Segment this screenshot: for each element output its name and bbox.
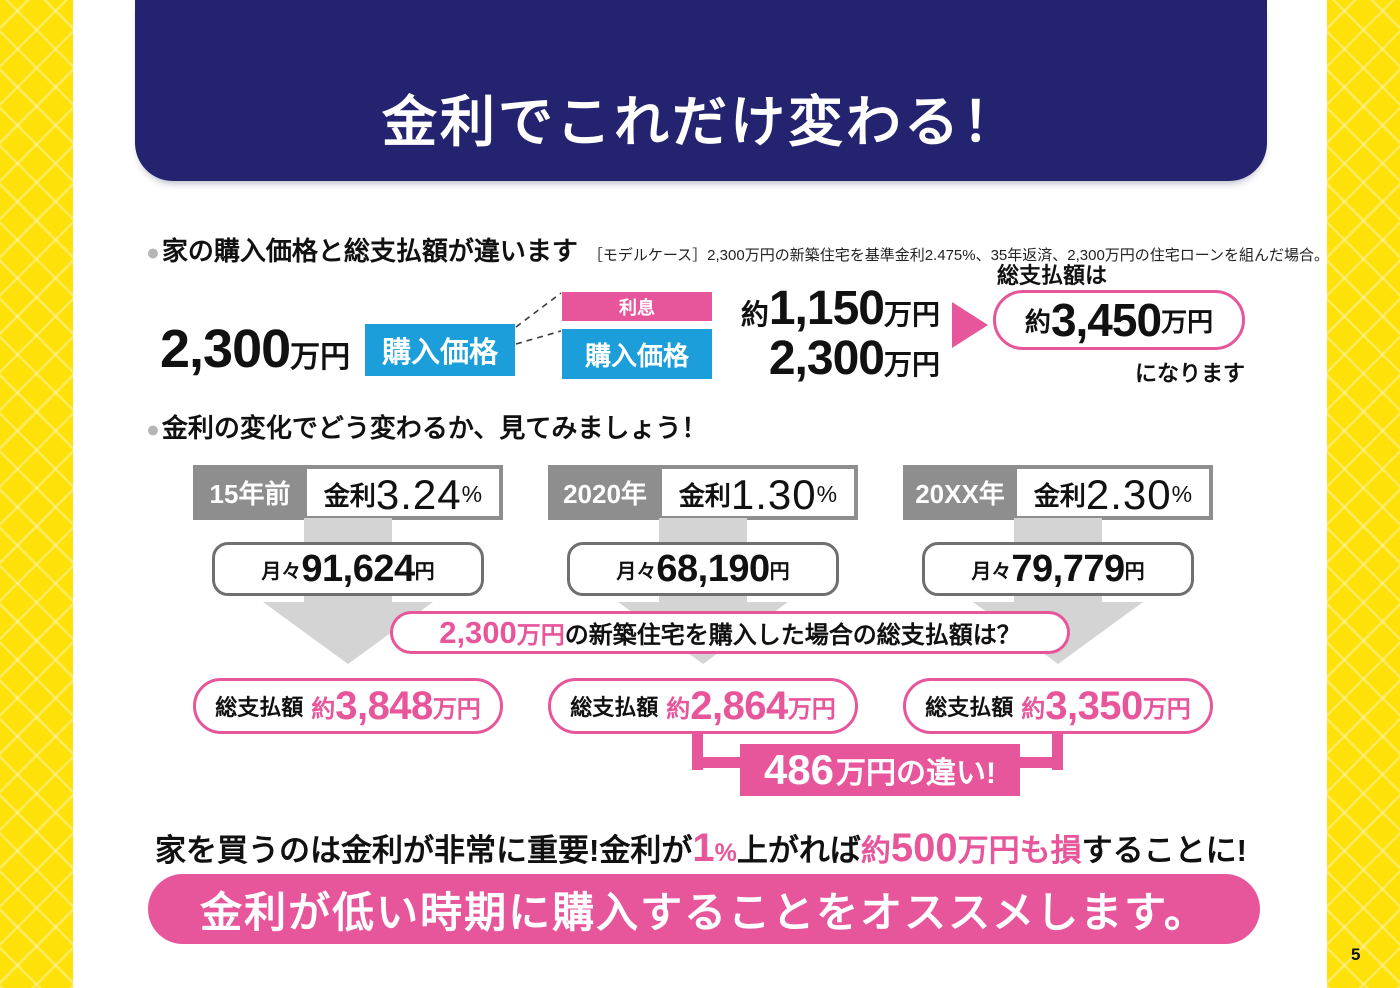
rate-column-15y: 15年前 金利 3.24% 月々 91,624 円 総支払額約 3,848 万円 [193, 465, 503, 735]
purchase-price-box: 購入価格 [365, 324, 515, 376]
page-title: 金利でこれだけ変わる！ [381, 90, 1020, 153]
bracket-line [692, 730, 703, 770]
bracket-line [1052, 730, 1063, 770]
rate-value-box: 金利 3.24% [307, 469, 499, 518]
footer-message: 家を買うのは金利が非常に重要!金利が1%上がれば約500万円も損することに! [155, 826, 1247, 870]
rate-column-20xx: 20XX年 金利 2.30% 月々 79,779 円 総支払額約 3,350 万円 [903, 465, 1213, 735]
total-payment-pill: 約 3,450 万円 [993, 290, 1245, 350]
rate-column-2020: 2020年 金利 1.30% 月々 68,190 円 総支払額約 2,864 万円 [548, 465, 858, 735]
total-payment-caption: 総支払額は [997, 263, 1108, 288]
bullet-icon: ● [146, 239, 160, 265]
section1-heading-row: ● 家の購入価格と総支払額が違います ［モデルケース］2,300万円の新築住宅を… [146, 231, 1329, 268]
arrow-right-icon [952, 302, 988, 348]
left-border-pattern [0, 0, 73, 988]
section1-model-case-note: ［モデルケース］2,300万円の新築住宅を基準金利2.475%、35年返済、2,… [587, 247, 1330, 264]
monthly-payment-pill: 月々 68,190 円 [567, 542, 839, 596]
bracket-line [692, 757, 747, 768]
era-label: 20XX年 [915, 479, 1005, 509]
monthly-payment-pill: 月々 91,624 円 [212, 542, 484, 596]
rate-value-box: 金利 2.30% [1017, 469, 1209, 518]
monthly-payment-pill: 月々 79,779 円 [922, 542, 1194, 596]
rate-value-box: 金利 1.30% [662, 469, 854, 518]
purchase-price-amount: 2,300万円 [160, 319, 351, 379]
section2-heading: 金利の変化でどう変わるか、見てみましょう！ [161, 413, 708, 443]
era-label: 15年前 [209, 479, 291, 509]
recommendation-text: 金利が低い時期に購入することをオススメします。 [200, 888, 1208, 936]
rate-header-bar: 2020年 金利 1.30% [548, 465, 858, 520]
rate-header-bar: 20XX年 金利 2.30% [903, 465, 1213, 520]
right-border-pattern [1327, 0, 1400, 988]
interest-amount: 約1,150万円 [740, 282, 940, 335]
purchase-price-box-2: 購入価格 [562, 329, 712, 379]
bracket-line [1012, 757, 1063, 768]
principal-amount: 2,300万円 [768, 332, 940, 385]
interest-box: 利息 [562, 292, 712, 321]
difference-badge: 486 万円の違い! [740, 744, 1020, 796]
section2-heading-row: ● 金利の変化でどう変わるか、見てみましょう！ [146, 408, 707, 445]
page-number: 5 [1351, 945, 1361, 964]
total-payment-result-pill: 総支払額約 2,864 万円 [548, 678, 858, 734]
recommendation-banner: 金利が低い時期に購入することをオススメします。 [148, 874, 1260, 944]
total-payment-result-pill: 総支払額約 3,350 万円 [903, 678, 1213, 734]
total-payment-suffix: になります [1134, 361, 1245, 386]
bullet-icon: ● [146, 416, 160, 442]
rate-header-bar: 15年前 金利 3.24% [193, 465, 503, 520]
era-label: 2020年 [563, 479, 647, 509]
section1-heading: 家の購入価格と総支払額が違います [161, 236, 578, 266]
total-payment-result-pill: 総支払額約 3,848 万円 [193, 678, 503, 734]
question-banner: 2,300 万円 の新築住宅を購入した場合の総支払額は？ [390, 611, 1070, 654]
header-banner: 金利でこれだけ変わる！ [135, 0, 1267, 181]
